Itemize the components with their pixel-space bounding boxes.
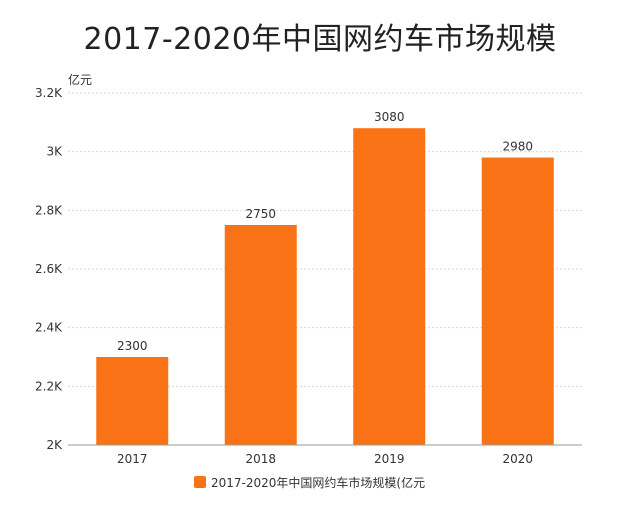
value-label-2020: 2980	[502, 140, 533, 154]
chart-title: 2017-2020年中国网约车市场规模	[83, 22, 557, 57]
legend-swatch[interactable]	[194, 476, 206, 488]
bar-2017[interactable]	[96, 357, 169, 445]
x-tick-label-2019: 2019	[374, 452, 405, 466]
y-tick-label: 3K	[46, 145, 63, 159]
x-tick-label-2018: 2018	[245, 452, 276, 466]
y-tick-label: 2.6K	[35, 262, 63, 276]
bar-2018[interactable]	[224, 225, 297, 445]
legend-label[interactable]: 2017-2020年中国网约车市场规模(亿元	[211, 475, 425, 490]
x-tick-label-2017: 2017	[117, 452, 148, 466]
value-label-2018: 2750	[245, 207, 276, 221]
value-label-2019: 3080	[374, 110, 405, 124]
x-tick-label-2020: 2020	[502, 452, 533, 466]
y-tick-label: 3.2K	[35, 86, 63, 100]
y-tick-label: 2.8K	[35, 203, 63, 217]
y-tick-label: 2K	[46, 438, 63, 452]
bar-2020[interactable]	[481, 157, 554, 446]
bar-2019[interactable]	[353, 128, 426, 445]
y-axis-unit-label: 亿元	[68, 72, 92, 87]
value-label-2017: 2300	[117, 339, 148, 353]
y-axis: 2K 2.2K 2.4K 2.6K 2.8K 3K 3.2K	[35, 86, 63, 452]
y-tick-label: 2.2K	[35, 379, 63, 393]
x-axis: 2017 2018 2019 2020	[117, 452, 533, 466]
bars	[96, 128, 554, 446]
value-labels: 2300 2750 3080 2980	[117, 110, 533, 353]
legend[interactable]: 2017-2020年中国网约车市场规模(亿元	[194, 475, 425, 490]
y-tick-label: 2.4K	[35, 321, 63, 335]
